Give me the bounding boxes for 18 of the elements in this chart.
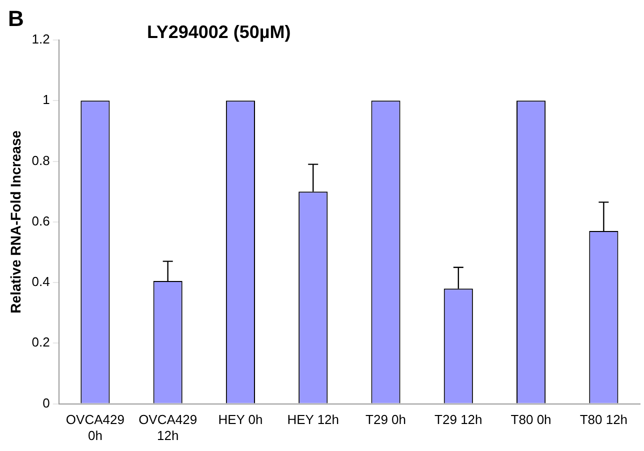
y-axis-title: Relative RNA-Fold Increase	[7, 130, 24, 314]
x-tick-label: T80 12h	[580, 412, 628, 428]
x-tick-label: T80 0h	[510, 412, 552, 428]
y-tick-label: 0.2	[32, 334, 50, 350]
x-tick-label: T29 12h	[434, 412, 482, 428]
y-tick-label: 1.2	[32, 32, 50, 47]
x-tick-label: OVCA429 0h	[66, 412, 124, 443]
y-tick-label: 0	[42, 395, 50, 410]
y-tick-label: 1	[42, 92, 50, 108]
y-tick-label: 0.4	[32, 274, 50, 290]
x-tick-label: T29 0h	[366, 412, 406, 428]
x-tick-label: HEY 0h	[218, 412, 263, 428]
y-tick-label: 0.8	[32, 152, 50, 168]
x-tick-label: HEY 12h	[287, 412, 340, 428]
y-tick-label: 0.6	[32, 213, 50, 228]
x-tick-label: OVCA429 12h	[138, 412, 198, 443]
text: B	[8, 6, 24, 32]
chart-title: LY294002 (50µM)	[147, 22, 291, 43]
